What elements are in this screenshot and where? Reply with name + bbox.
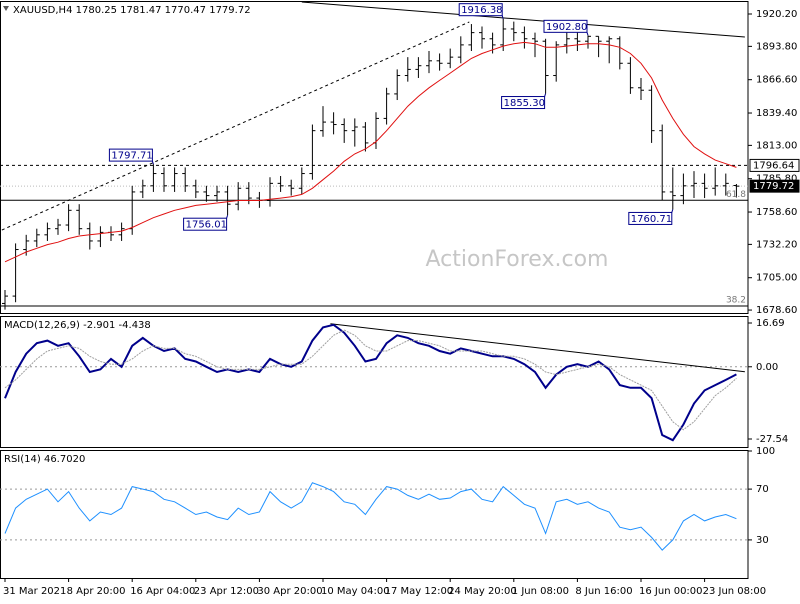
annotation-connector: [671, 209, 674, 213]
annotation-label: 1855.30: [504, 98, 545, 109]
panel-frame: [0, 316, 749, 448]
annotation-box: [108, 148, 153, 162]
annotation-box: [501, 96, 546, 110]
price-label-box: [749, 158, 800, 172]
y-tick-label: 1866.60: [756, 75, 797, 86]
panel-plot: ActionForex.com: [0, 2, 748, 310]
series-line: [4, 41, 737, 263]
x-tick-label: 23 Apr 12:00: [194, 586, 259, 597]
y-tick-label: 30: [756, 535, 769, 546]
y-tick-label: 1813.00: [756, 140, 797, 151]
x-tick-label: 23 Jun 08:00: [703, 586, 767, 597]
annotation-connector: [501, 15, 504, 19]
y-tick-label: 1705.00: [756, 273, 797, 284]
annotation-label: 1756.01: [186, 220, 227, 231]
y-tick-label: 1758.60: [756, 207, 797, 218]
trend-line: [330, 323, 745, 373]
price-label: 1796.64: [753, 160, 794, 171]
x-tick-label: 16 Jun 00:00: [639, 586, 703, 597]
y-tick-label: 16.69: [756, 318, 785, 329]
x-tick-label: 30 Apr 20:00: [257, 586, 322, 597]
panel-title: RSI(14) 46.7020: [4, 454, 85, 465]
y-tick-label: 70: [756, 484, 769, 495]
annotation-label: 1916.38: [461, 5, 502, 16]
annotation-label: 1797.71: [111, 151, 152, 162]
x-tick-label: 16 Apr 04:00: [130, 586, 195, 597]
fib-label: 61.8: [726, 190, 746, 200]
fib-label: 38.2: [726, 296, 746, 306]
y-tick-label: 0.00: [756, 362, 778, 373]
y-tick-label: 100: [756, 446, 775, 457]
annotation-connector: [586, 32, 589, 36]
annotation-connector: [226, 215, 229, 219]
symbol-icon: [3, 6, 9, 11]
x-tick-label: 1 Jun 08:00: [512, 586, 569, 597]
panel-title: XAUUSD,H4 1780.25 1781.47 1770.47 1779.7…: [13, 5, 251, 16]
annotation-connector: [151, 160, 154, 165]
annotation-label: 1902.80: [546, 22, 587, 33]
x-tick-label: 31 Mar 2021: [3, 586, 66, 597]
y-tick-label: 1785.80: [756, 174, 797, 185]
trend-line: [1, 21, 470, 231]
y-tick-label: 1920.20: [756, 9, 797, 20]
y-tick-label: -27.54: [756, 434, 788, 445]
panel-frame: [0, 1, 749, 314]
annotation-connector: [544, 93, 547, 97]
series-line: [4, 482, 737, 551]
annotation-box: [628, 211, 673, 225]
watermark: ActionForex.com: [426, 247, 609, 272]
annotation-box: [543, 19, 588, 33]
annotation-box: [183, 217, 228, 231]
y-tick-label: 1893.80: [756, 41, 797, 52]
x-tick-label: 17 May 12:00: [385, 586, 454, 597]
x-tick-label: 10 May 04:00: [321, 586, 390, 597]
trend-line: [301, 2, 745, 38]
y-tick-label: 1839.40: [756, 108, 797, 119]
annotation-box: [458, 3, 503, 17]
panel-frame: [0, 450, 749, 579]
price-label-box: [749, 179, 800, 193]
annotation-label: 1760.71: [631, 214, 672, 225]
panel-plot: [0, 482, 748, 551]
x-tick-label: 24 May 20:00: [448, 586, 517, 597]
panel-plot: [0, 323, 748, 442]
panel-title: MACD(12,26,9) -2.901 -4.438: [4, 320, 151, 331]
y-tick-label: 1678.60: [756, 305, 797, 316]
x-tick-label: 8 Apr 20:00: [67, 586, 126, 597]
series-line: [4, 329, 737, 431]
series-line: [4, 323, 737, 442]
y-tick-label: 1732.20: [756, 239, 797, 250]
x-tick-label: 8 Jun 16:00: [575, 586, 632, 597]
price-label: 1779.72: [753, 181, 794, 192]
